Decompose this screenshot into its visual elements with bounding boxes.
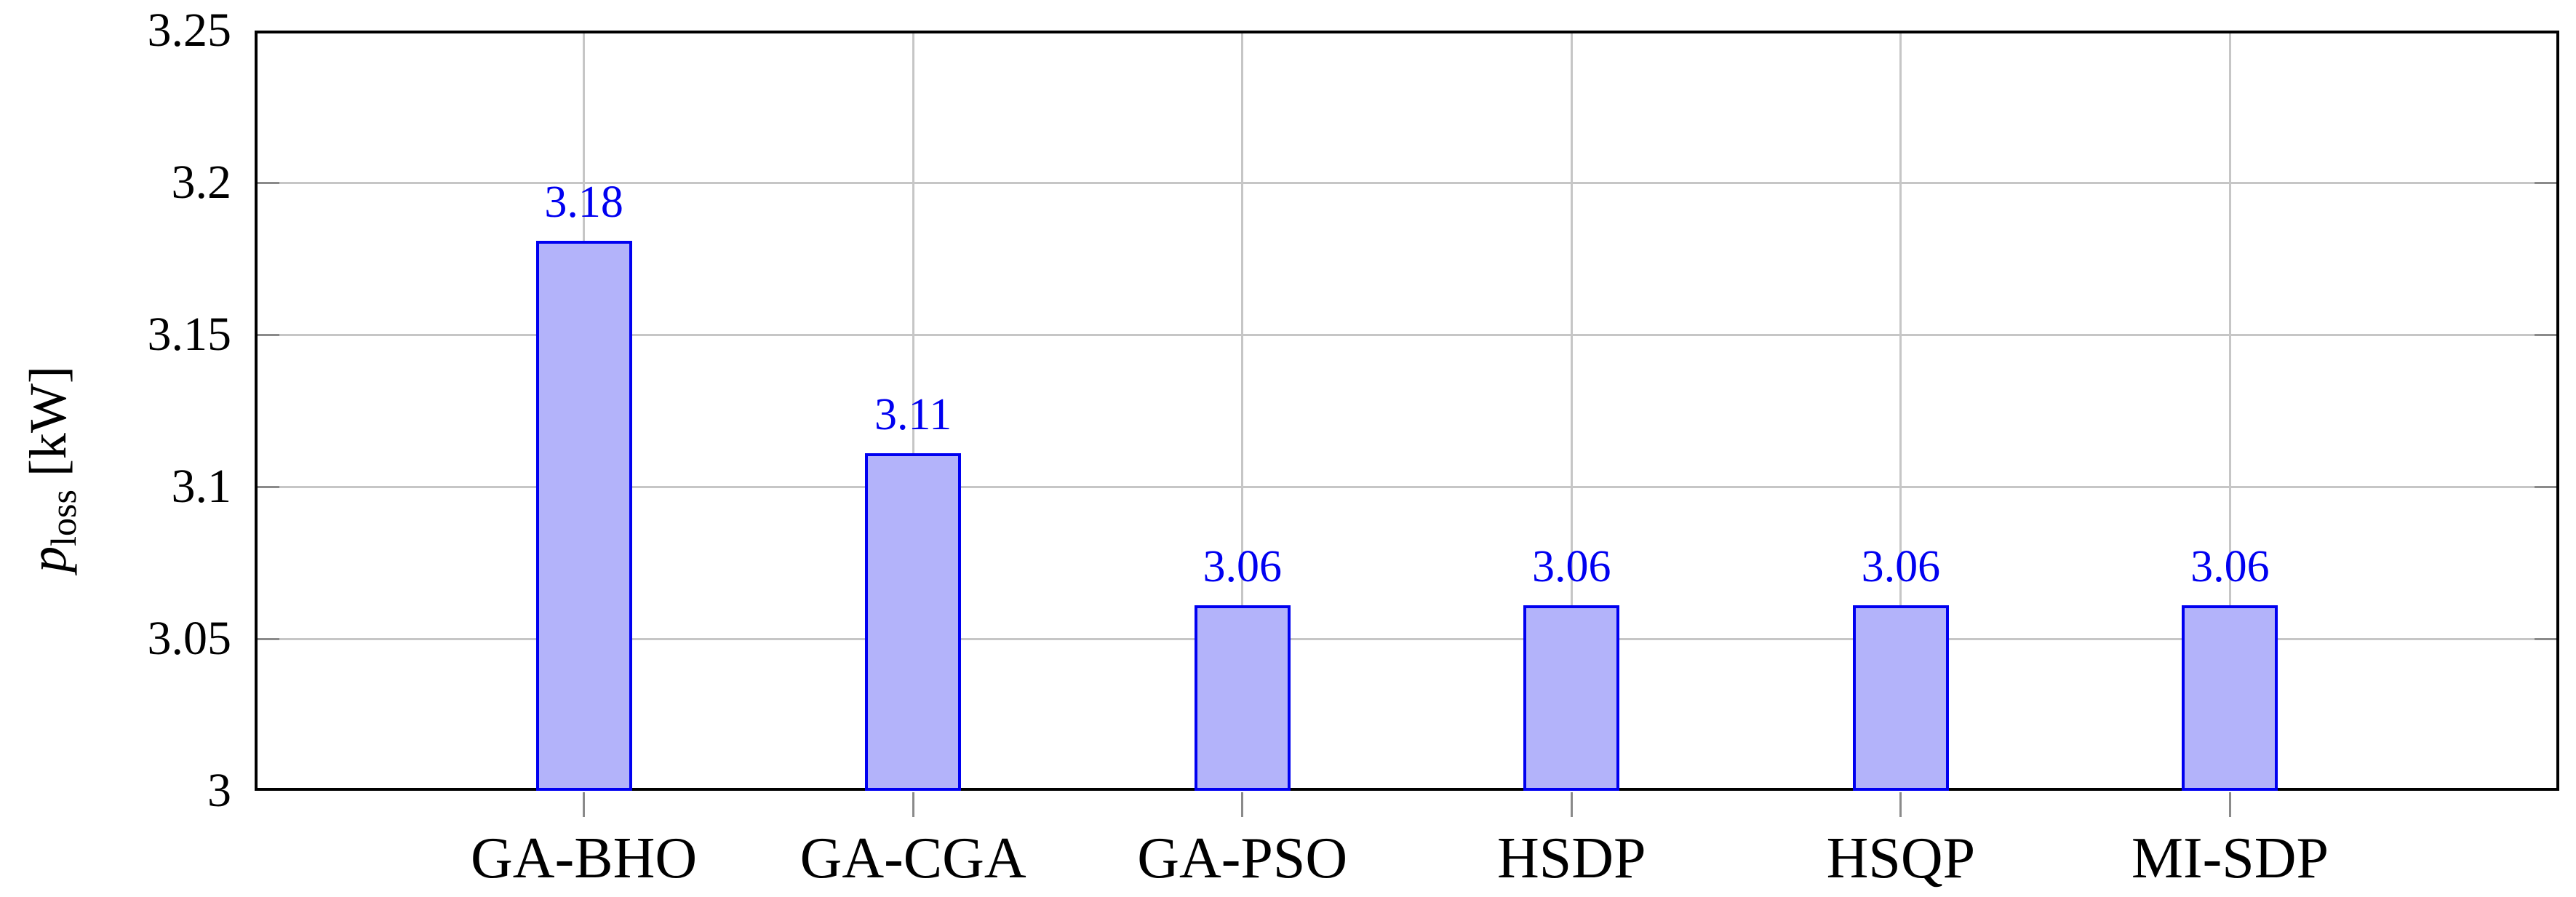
bar-value-label: 3.06 [1203, 542, 1282, 592]
bar-value-label: 3.18 [544, 177, 623, 227]
y-tick-mark [258, 637, 279, 640]
y-tick-mark [2535, 485, 2556, 488]
x-tick-mark [583, 792, 586, 817]
h-gridline [258, 333, 2556, 336]
y-tick-mark [258, 485, 279, 488]
v-gridline [1241, 33, 1244, 788]
v-gridline [1899, 33, 1902, 788]
y-tick-mark [258, 181, 279, 184]
v-gridline [912, 33, 914, 788]
y-tick-mark [2535, 637, 2556, 640]
bar [865, 453, 962, 791]
bar [1852, 605, 1949, 791]
v-gridline [2228, 33, 2231, 788]
x-category-label: GA-CGA [799, 826, 1026, 890]
h-gridline [258, 485, 2556, 488]
x-tick-mark [912, 792, 914, 817]
y-tick-label: 3.25 [147, 4, 232, 57]
x-tick-mark [1899, 792, 1902, 817]
x-tick-mark [2228, 792, 2231, 817]
plot-frame: 3.18 3.11 3.06 3.06 3.06 3.06 [255, 31, 2559, 791]
bar-value-label: 3.11 [874, 390, 952, 440]
x-category-label: GA-BHO [471, 826, 698, 890]
bar-value-label: 3.06 [1861, 542, 1941, 592]
y-tick-mark [2535, 181, 2556, 184]
bar [1194, 605, 1291, 791]
x-category-label: MI-SDP [2131, 826, 2329, 890]
v-gridline [1570, 33, 1573, 788]
x-category-label: HSQP [1826, 826, 1976, 890]
y-tick-label: 3.2 [171, 156, 232, 209]
bar-value-label: 3.06 [2190, 542, 2270, 592]
bar [1523, 605, 1620, 791]
y-tick-label: 3 [207, 764, 231, 817]
y-tick-label: 3.15 [147, 308, 232, 361]
y-axis-variable: p [19, 546, 77, 573]
x-tick-mark [1570, 792, 1573, 817]
bar [535, 240, 632, 791]
y-tick-mark [258, 333, 279, 336]
x-category-label: GA-PSO [1137, 826, 1348, 890]
bar [2182, 605, 2278, 791]
h-gridline [258, 181, 2556, 184]
h-gridline [258, 637, 2556, 640]
y-tick-mark [2535, 333, 2556, 336]
y-tick-label: 3.05 [147, 612, 232, 665]
bar-value-label: 3.06 [1532, 542, 1611, 592]
y-tick-label: 3.1 [171, 460, 232, 513]
x-category-label: HSDP [1497, 826, 1646, 890]
x-tick-mark [1241, 792, 1244, 817]
